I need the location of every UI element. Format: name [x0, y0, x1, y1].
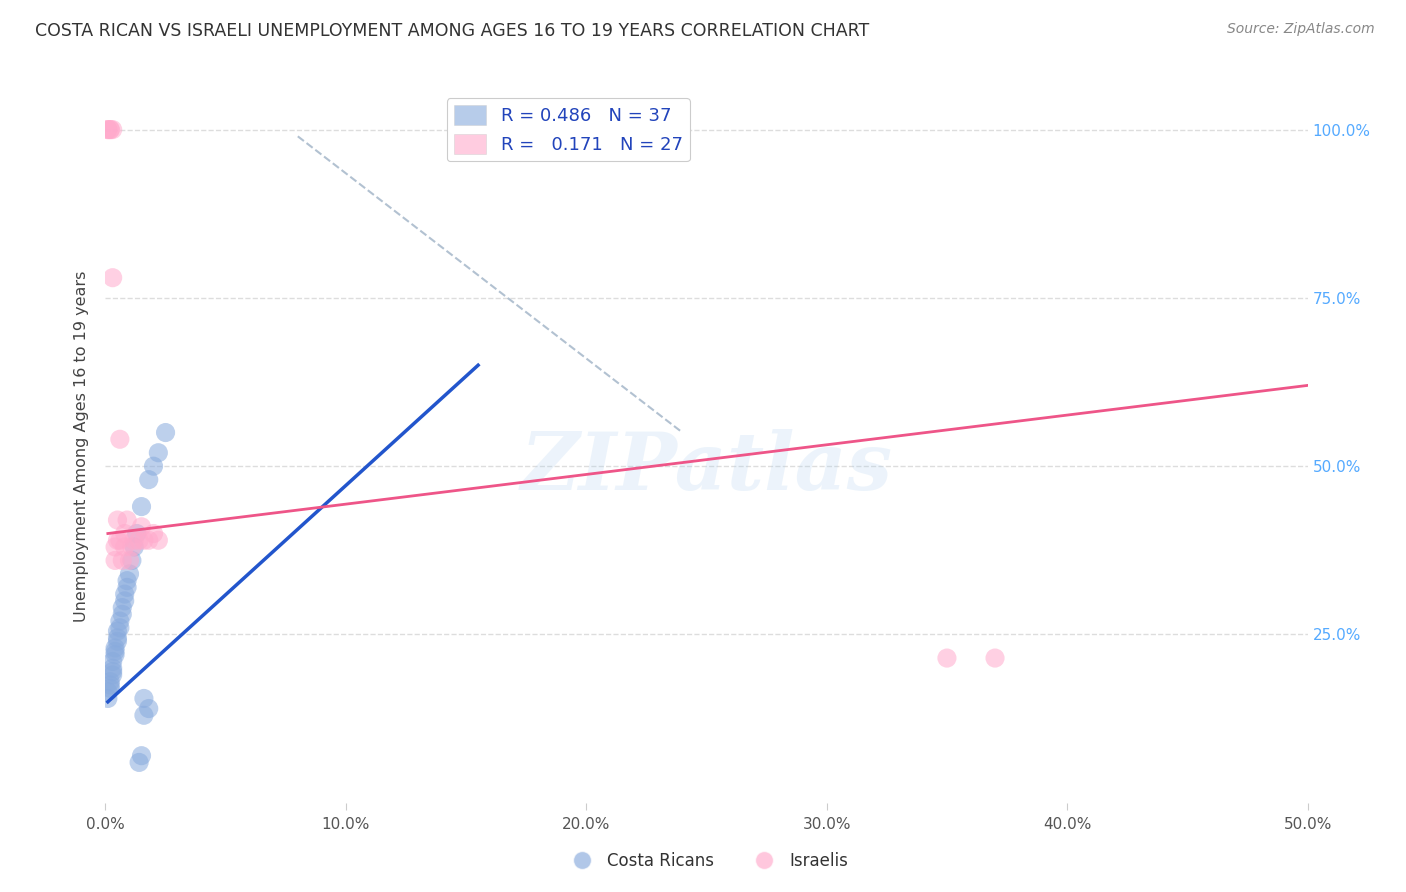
Y-axis label: Unemployment Among Ages 16 to 19 years: Unemployment Among Ages 16 to 19 years	[75, 270, 90, 622]
Point	[131, 500, 153, 514]
Point	[104, 648, 127, 662]
Point	[107, 624, 129, 639]
Point	[97, 684, 120, 698]
Point	[107, 634, 129, 648]
Point	[128, 756, 150, 770]
Point	[107, 513, 129, 527]
Legend: Costa Ricans, Israelis: Costa Ricans, Israelis	[558, 846, 855, 877]
Text: ZIPatlas: ZIPatlas	[520, 429, 893, 506]
Point	[104, 644, 127, 658]
Point	[108, 533, 131, 548]
Point	[984, 651, 1007, 665]
Point	[108, 432, 131, 446]
Point	[108, 614, 131, 628]
Point	[101, 655, 124, 669]
Point	[111, 607, 134, 622]
Point	[118, 553, 141, 567]
Point	[114, 540, 136, 554]
Point	[114, 587, 136, 601]
Point	[114, 594, 136, 608]
Point	[97, 122, 120, 136]
Point	[111, 600, 134, 615]
Point	[98, 122, 121, 136]
Point	[98, 678, 121, 692]
Point	[132, 708, 155, 723]
Point	[124, 533, 146, 548]
Point	[97, 122, 120, 136]
Point	[98, 674, 121, 689]
Text: Source: ZipAtlas.com: Source: ZipAtlas.com	[1227, 22, 1375, 37]
Point	[132, 533, 155, 548]
Point	[115, 513, 138, 527]
Point	[121, 553, 143, 567]
Point	[138, 701, 160, 715]
Point	[128, 533, 150, 548]
Point	[142, 526, 165, 541]
Point	[138, 473, 160, 487]
Point	[98, 681, 121, 696]
Point	[101, 661, 124, 675]
Point	[107, 631, 129, 645]
Point	[936, 651, 959, 665]
Point	[124, 540, 146, 554]
Point	[101, 122, 124, 136]
Point	[104, 540, 127, 554]
Point	[121, 540, 143, 554]
Point	[101, 270, 124, 285]
Point	[138, 533, 160, 548]
Point	[107, 533, 129, 548]
Point	[115, 574, 138, 588]
Point	[142, 459, 165, 474]
Point	[118, 566, 141, 581]
Point	[104, 640, 127, 655]
Point	[125, 526, 148, 541]
Point	[148, 533, 170, 548]
Point	[115, 580, 138, 594]
Point	[101, 665, 124, 679]
Point	[114, 526, 136, 541]
Point	[101, 668, 124, 682]
Point	[131, 748, 153, 763]
Point	[155, 425, 177, 440]
Point	[131, 520, 153, 534]
Point	[132, 691, 155, 706]
Point	[98, 122, 121, 136]
Point	[148, 446, 170, 460]
Point	[108, 621, 131, 635]
Point	[111, 553, 134, 567]
Point	[97, 691, 120, 706]
Point	[104, 553, 127, 567]
Text: COSTA RICAN VS ISRAELI UNEMPLOYMENT AMONG AGES 16 TO 19 YEARS CORRELATION CHART: COSTA RICAN VS ISRAELI UNEMPLOYMENT AMON…	[35, 22, 869, 40]
